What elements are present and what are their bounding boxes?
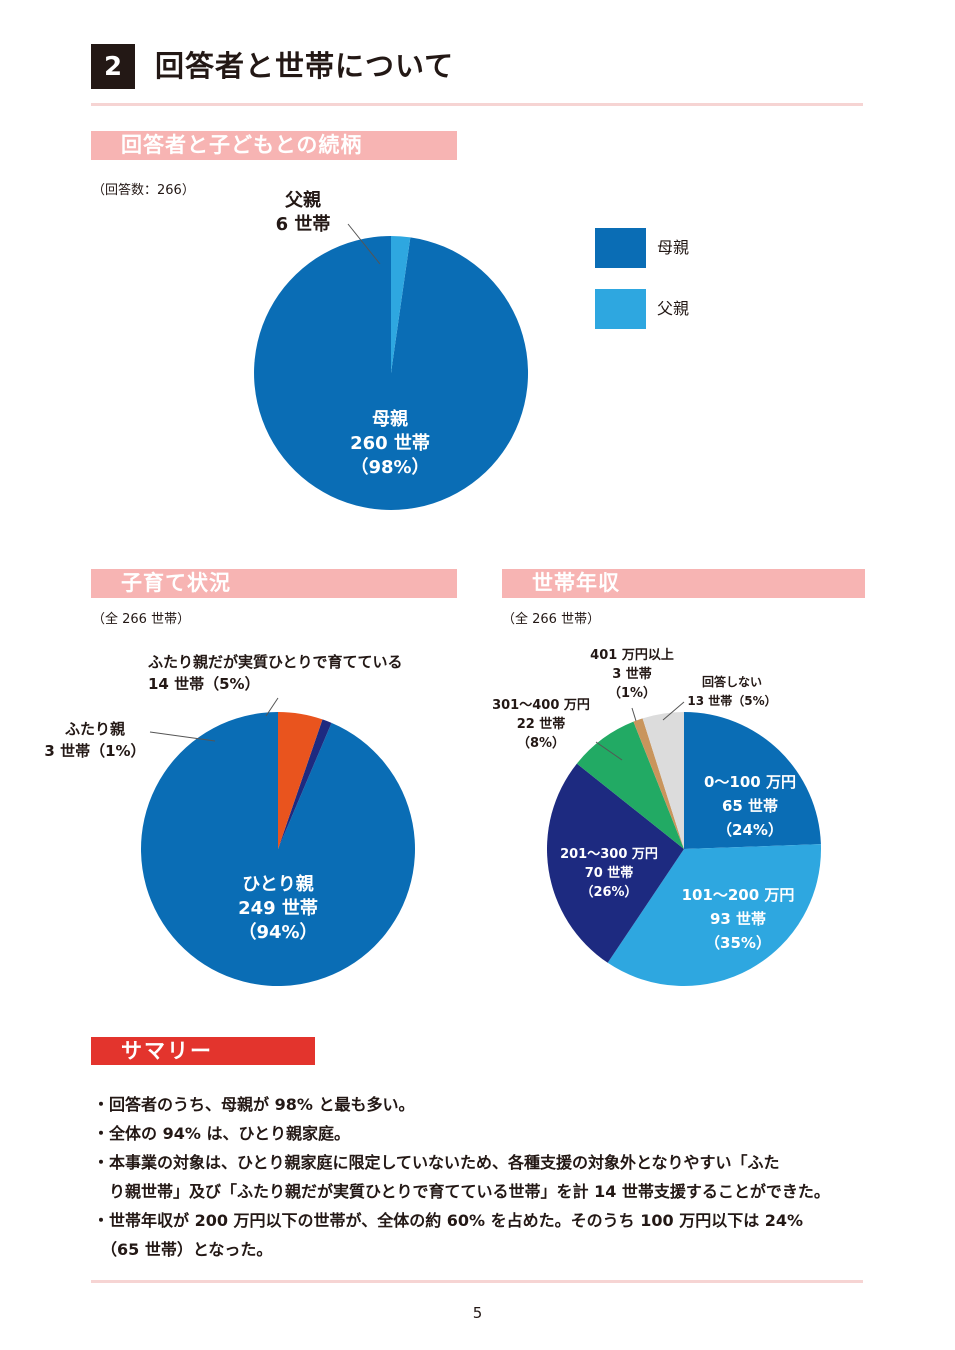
label-effective-single-name: ふたり親だが実質ひとりで育てている bbox=[148, 653, 403, 671]
leader-line-301-400 bbox=[595, 741, 623, 761]
label-101-200-name: 101～200 万円 bbox=[681, 886, 795, 904]
label-mother-count: 260 世帯 bbox=[350, 433, 430, 454]
label-two-parent-name: ふたり親 bbox=[64, 720, 125, 738]
income-pie bbox=[546, 712, 821, 986]
label-401-plus: 401 万円以上 3 世帯 （1%） bbox=[572, 646, 692, 703]
relationship-pie bbox=[254, 236, 529, 511]
income-band-title: 世帯年収 bbox=[502, 569, 865, 598]
label-301-400: 301～400 万円 22 世帯 （8%） bbox=[482, 696, 600, 753]
label-0-100-pct: （24%） bbox=[717, 821, 783, 839]
label-mother-pct: （98%） bbox=[350, 457, 430, 478]
childcare-note: （全 266 世帯） bbox=[92, 612, 191, 627]
label-101-200-pct: （35%） bbox=[705, 934, 771, 952]
page-number: 5 bbox=[472, 1304, 483, 1322]
legend-label-father: 父親 bbox=[657, 299, 690, 318]
label-301-400-count: 22 世帯 bbox=[516, 717, 566, 732]
label-401-plus-count: 3 世帯 bbox=[612, 667, 652, 682]
section-number-badge: 2 bbox=[91, 44, 135, 89]
income-note: （全 266 世帯） bbox=[502, 612, 601, 627]
label-201-300-name: 201～300 万円 bbox=[560, 847, 658, 862]
summary-line-1: ・回答者のうち、母親が 98% と最も多い。 bbox=[93, 1095, 415, 1114]
header-divider bbox=[91, 103, 863, 106]
label-0-100: 0～100 万円 65 世帯 （24%） bbox=[690, 770, 810, 842]
label-single-parent-name: ひとり親 bbox=[242, 874, 314, 895]
label-father-name: 父親 bbox=[285, 190, 321, 211]
label-201-300-pct: （26%） bbox=[580, 885, 638, 900]
summary-line-4: り親世帯」及び「ふたり親だが実質ひとりで育てている世帯」を計 14 世帯支援する… bbox=[93, 1182, 830, 1201]
label-mother: 母親 260 世帯 （98%） bbox=[310, 408, 470, 480]
income-slice-1 bbox=[607, 844, 821, 986]
childcare-slice-0 bbox=[140, 712, 415, 986]
label-201-300: 201～300 万円 70 世帯 （26%） bbox=[552, 845, 666, 902]
label-301-400-name: 301～400 万円 bbox=[492, 698, 590, 713]
label-301-400-pct: （8%） bbox=[516, 736, 566, 751]
relationship-band-title: 回答者と子どもとの続柄 bbox=[91, 131, 457, 160]
label-no-answer-name: 回答しない bbox=[701, 675, 762, 689]
legend-swatch-mother bbox=[595, 228, 646, 268]
label-single-parent-pct: （94%） bbox=[238, 922, 318, 943]
leader-line-father bbox=[347, 223, 381, 265]
page-title: 回答者と世帯について bbox=[155, 49, 455, 83]
label-no-answer: 回答しない 13 世帯（5%） bbox=[680, 673, 784, 711]
leader-line-no-answer bbox=[662, 701, 685, 721]
label-two-parent: ふたり親 3 世帯（1%） bbox=[40, 718, 150, 762]
label-0-100-name: 0～100 万円 bbox=[704, 773, 796, 791]
summary-line-2: ・全体の 94% は、ひとり親家庭。 bbox=[93, 1124, 350, 1143]
leader-lines bbox=[149, 223, 685, 761]
label-father: 父親 6 世帯 bbox=[253, 189, 353, 237]
relationship-slice-1 bbox=[391, 236, 411, 373]
label-effective-single-count: 14 世帯（5%） bbox=[148, 675, 260, 693]
income-slice-4 bbox=[633, 718, 684, 849]
childcare-slice-2 bbox=[278, 712, 323, 849]
label-single-parent: ひとり親 249 世帯 （94%） bbox=[198, 873, 358, 945]
label-two-parent-count: 3 世帯（1%） bbox=[44, 742, 146, 760]
label-0-100-count: 65 世帯 bbox=[721, 797, 779, 815]
footer-divider bbox=[91, 1280, 863, 1283]
label-201-300-count: 70 世帯 bbox=[584, 866, 634, 881]
label-101-200-count: 93 世帯 bbox=[709, 910, 767, 928]
relationship-slice-0 bbox=[254, 236, 529, 511]
legend-swatch-father bbox=[595, 289, 646, 329]
income-slice-3 bbox=[576, 721, 684, 849]
legend-label-mother: 母親 bbox=[657, 238, 690, 257]
label-401-plus-name: 401 万円以上 bbox=[590, 648, 674, 663]
relationship-note: （回答数：266） bbox=[92, 183, 195, 198]
label-no-answer-count: 13 世帯（5%） bbox=[687, 694, 777, 708]
leader-line-effective-single bbox=[265, 697, 279, 717]
income-slice-2 bbox=[546, 763, 684, 963]
summary-line-3: ・本事業の対象は、ひとり親家庭に限定していないため、各種支援の対象外となりやすい… bbox=[93, 1153, 780, 1172]
label-mother-name: 母親 bbox=[372, 409, 408, 430]
summary-line-6: （65 世帯）となった。 bbox=[93, 1240, 273, 1259]
summary-line-5: ・世帯年収が 200 万円以下の世帯が、全体の約 60% を占めた。そのうち 1… bbox=[93, 1211, 804, 1230]
income-slice-0 bbox=[684, 712, 821, 849]
childcare-band-title: 子育て状況 bbox=[91, 569, 457, 598]
label-101-200: 101～200 万円 93 世帯 （35%） bbox=[676, 883, 800, 955]
income-slice-5 bbox=[642, 712, 684, 849]
label-effective-single: ふたり親だが実質ひとりで育てている 14 世帯（5%） bbox=[148, 651, 403, 695]
summary-band-title: サマリー bbox=[91, 1037, 315, 1065]
childcare-slice-1 bbox=[278, 719, 332, 849]
label-father-count: 6 世帯 bbox=[275, 214, 331, 235]
label-401-plus-pct: （1%） bbox=[607, 686, 657, 701]
leader-line-two-parent bbox=[149, 731, 216, 742]
label-single-parent-count: 249 世帯 bbox=[238, 898, 318, 919]
leader-line-401plus bbox=[631, 707, 637, 722]
childcare-pie bbox=[140, 712, 415, 986]
